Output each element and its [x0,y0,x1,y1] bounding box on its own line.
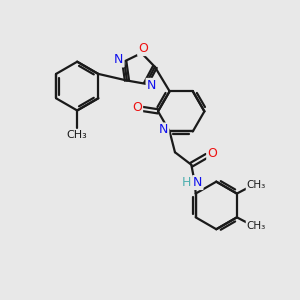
Text: O: O [207,147,217,160]
Text: H: H [182,176,191,189]
Text: CH₃: CH₃ [247,221,266,231]
Text: CH₃: CH₃ [67,130,88,140]
Text: N: N [159,124,168,136]
Text: N: N [146,79,156,92]
Text: CH₃: CH₃ [247,180,266,190]
Text: N: N [193,176,203,189]
Text: O: O [138,42,148,55]
Text: N: N [114,53,124,67]
Text: O: O [132,101,142,114]
